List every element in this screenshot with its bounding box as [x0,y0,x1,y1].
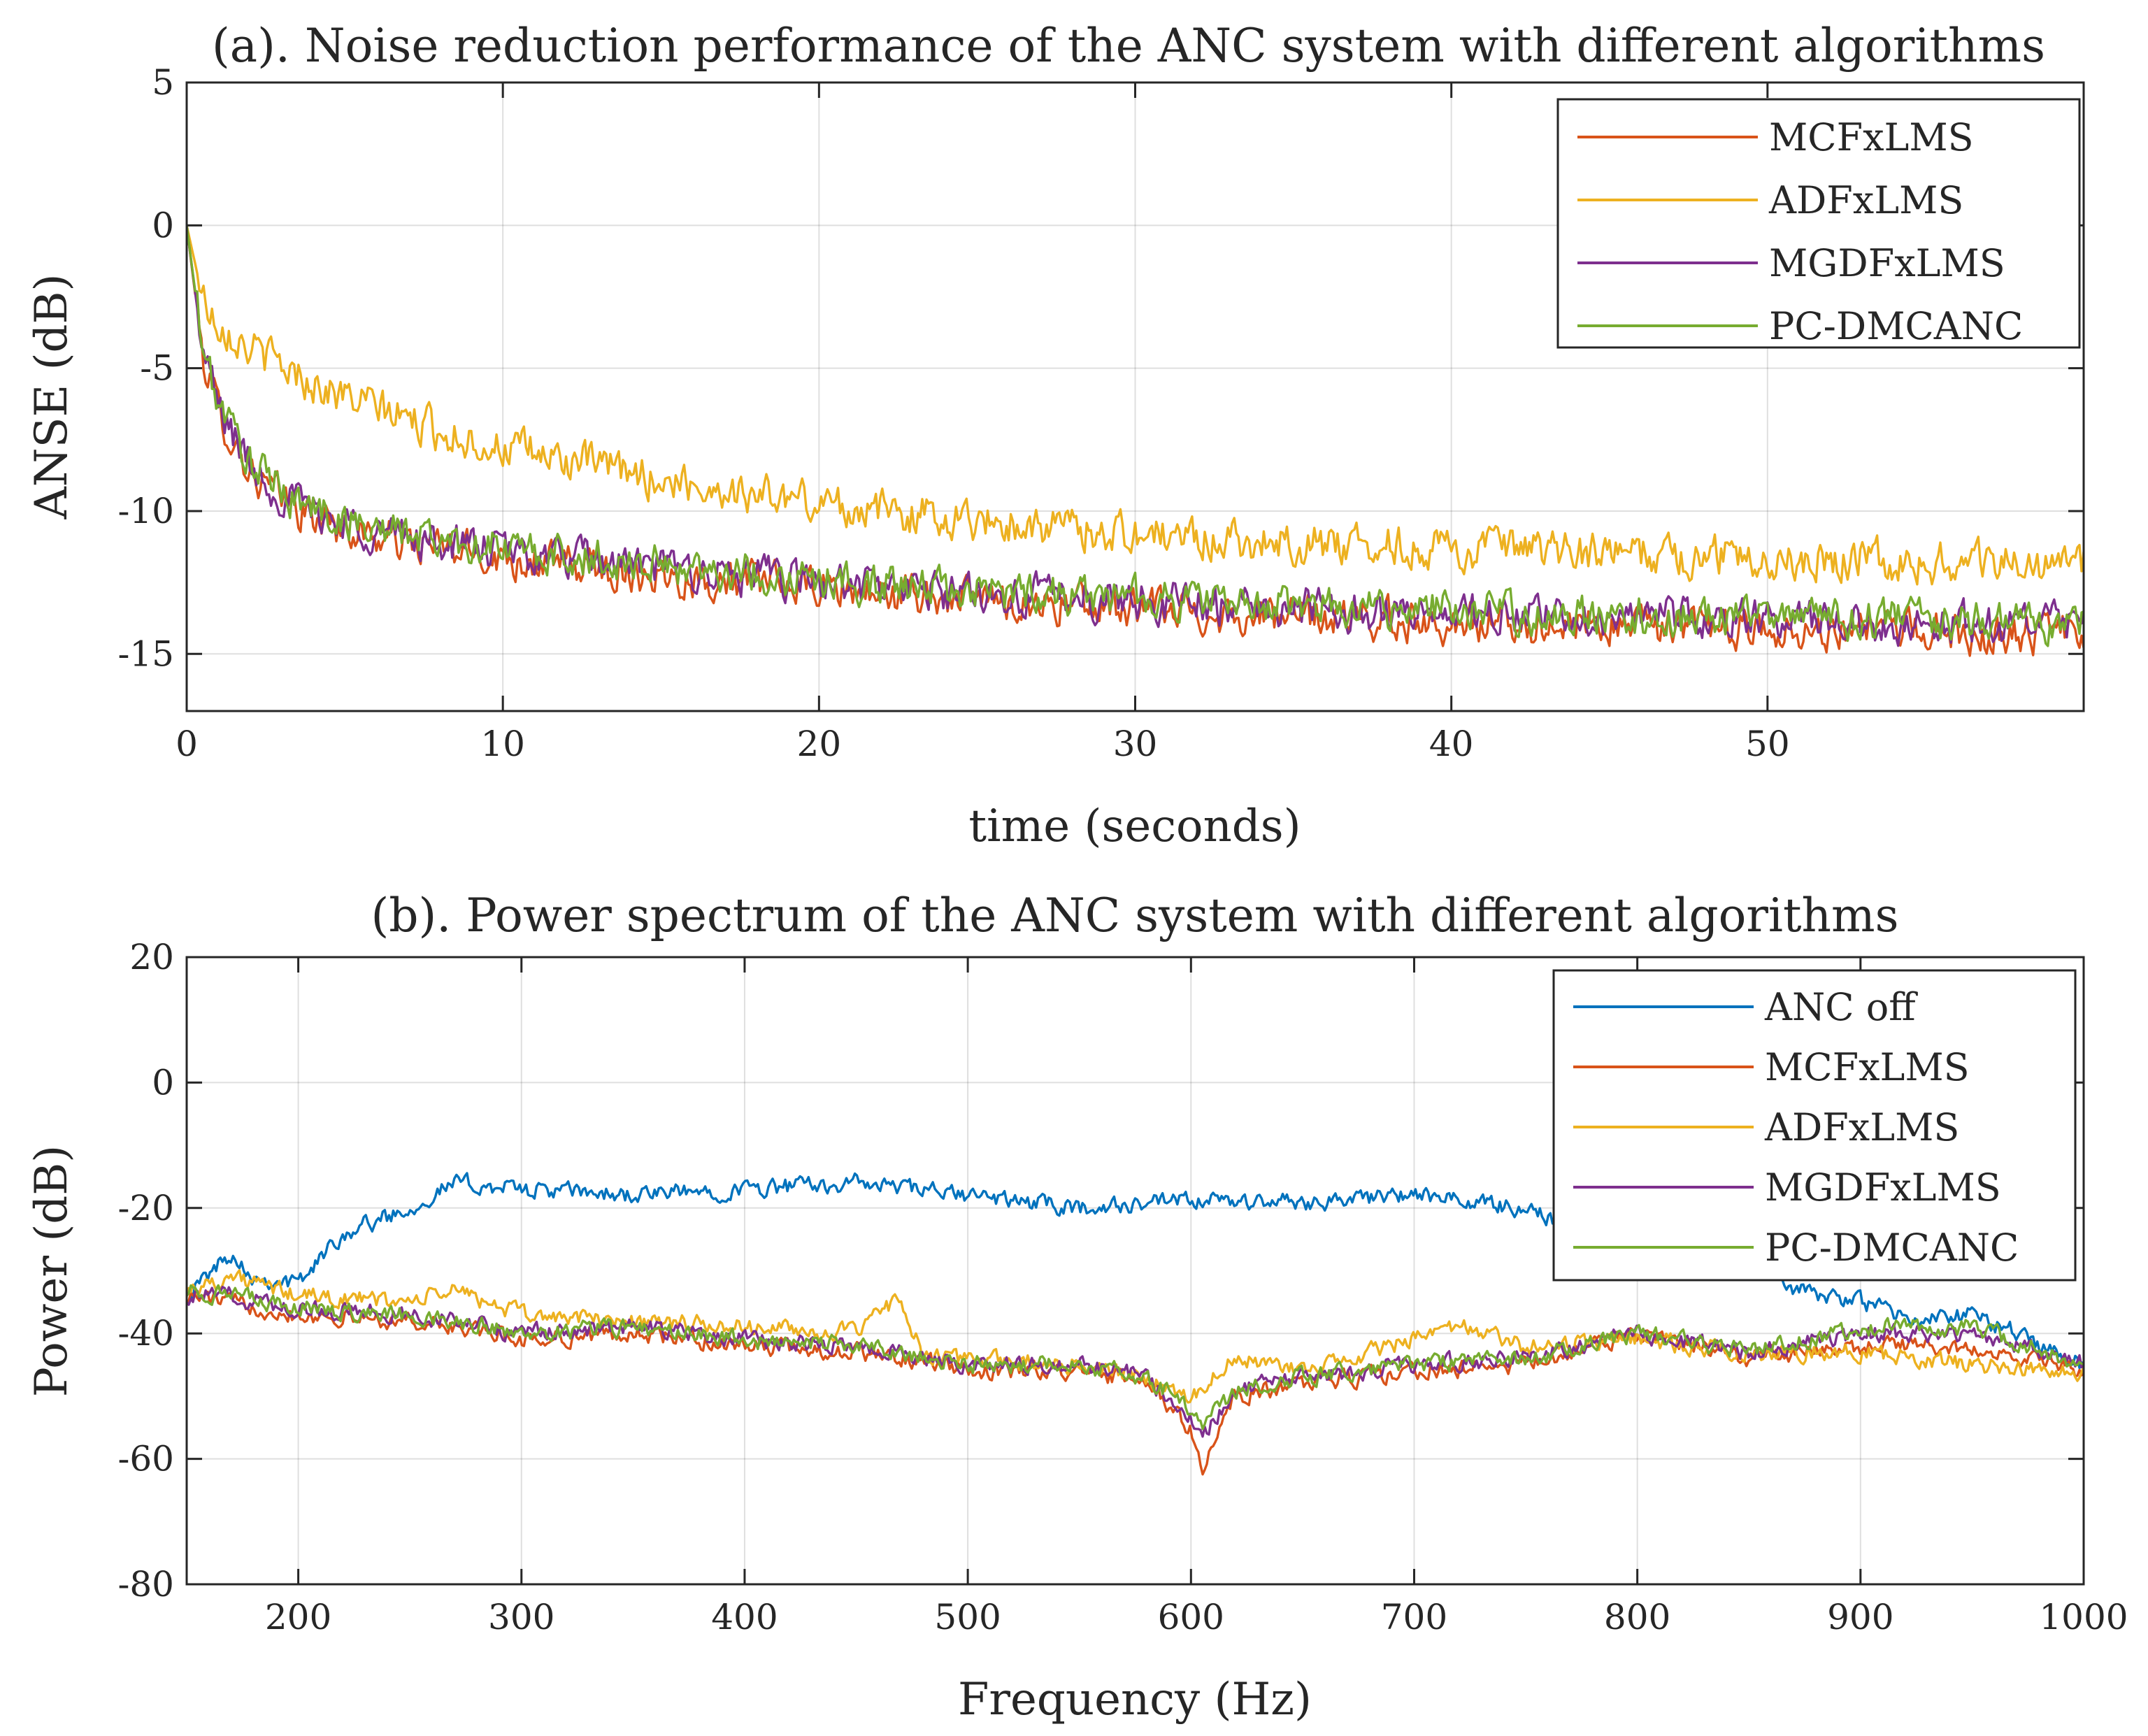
chart-b-legend-label: ADFxLMS [1764,1105,1959,1149]
chart-a-y-tick-label: -10 [117,491,174,531]
chart-b-y-axis-label: Power (dB) [26,1145,78,1398]
chart-a-series [187,224,2084,657]
chart-a-x-tick-label: 40 [1429,724,1474,764]
chart-a-title: (a). Noise reduction performance of the … [212,19,2045,73]
chart-panel-a: (a). Noise reduction performance of the … [26,19,2085,852]
chart-b-x-tick-label: 200 [265,1597,331,1637]
chart-b-legend-label: ANC off [1764,985,1918,1029]
chart-b-x-tick-labels: 200 300 400 500 600 700 800 900 1000 [265,1597,2128,1637]
chart-b-y-tick-label: 0 [152,1062,174,1103]
chart-b-y-tick-label: -20 [117,1188,174,1228]
chart-b-title: (b). Power spectrum of the ANC system wi… [371,889,1899,942]
chart-b-series-pc-dmcanc [187,1284,2084,1430]
chart-a-x-axis-label: time (seconds) [968,801,1301,852]
chart-b-legend-label: PC-DMCANC [1765,1226,2019,1270]
chart-b-x-tick-label: 800 [1604,1597,1670,1637]
chart-b-x-tick-label: 900 [1827,1597,1893,1637]
chart-b-x-tick-label: 1000 [2039,1597,2128,1637]
chart-a-y-tick-label: 5 [152,62,174,103]
chart-a-x-tick-label: 10 [480,724,525,764]
chart-b-y-tick-labels: 20 0 -20 -40 -60 -80 [117,937,174,1605]
chart-b-y-tick-label: 20 [129,937,174,977]
chart-b-legend-label: MGDFxLMS [1765,1165,2001,1210]
chart-a-y-axis-label: ANSE (dB) [26,273,78,519]
chart-b-legend-box [1552,969,2077,1282]
chart-a-series-adfxlms [187,224,2084,586]
chart-a-y-tick-labels: 5 0 -5 -10 -15 [117,62,174,674]
chart-a-tick-marks [185,81,2084,711]
chart-a-legend: MCFxLMS ADFxLMS MGDFxLMS PC-DMCANC [1556,98,2081,349]
chart-b-x-tick-label: 400 [711,1597,778,1637]
chart-a-legend-label: PC-DMCANC [1769,304,2023,348]
chart-a-legend-label: MGDFxLMS [1769,241,2005,285]
chart-a-x-tick-label: 0 [176,724,198,764]
chart-b-y-tick-label: -80 [117,1564,174,1605]
chart-b-legend-label: MCFxLMS [1765,1045,1970,1089]
chart-a-series-pc-dmcanc [187,225,2084,647]
chart-b-x-tick-label: 500 [934,1597,1001,1637]
chart-b-legend: ANC off MCFxLMS ADFxLMS MGDFxLMS PC-DMCANC [1552,969,2077,1282]
chart-b-x-tick-label: 700 [1381,1597,1447,1637]
chart-b-x-axis-label: Frequency (Hz) [958,1674,1312,1726]
chart-a-legend-label: ADFxLMS [1768,178,1963,222]
chart-b-tick-marks [187,956,2085,1586]
chart-b-x-tick-label: 600 [1158,1597,1224,1637]
chart-b-axes-box [185,956,2085,1586]
chart-b-series [187,1172,2084,1476]
chart-b-y-tick-label: -40 [117,1313,174,1354]
chart-a-legend-label: MCFxLMS [1769,115,1974,159]
chart-a-x-tick-label: 50 [1745,724,1790,764]
chart-b-x-tick-label: 300 [488,1597,554,1637]
chart-a-y-tick-label: -15 [117,633,174,674]
chart-a-x-tick-labels: 0 10 20 30 40 50 [176,724,1790,764]
chart-b-y-tick-label: -60 [117,1439,174,1479]
chart-a-legend-box [1556,98,2081,349]
chart-a-y-tick-label: 0 [152,205,174,245]
chart-a-y-tick-label: -5 [140,348,174,389]
chart-panel-b: (b). Power spectrum of the ANC system wi… [26,889,2128,1726]
chart-a-x-tick-label: 30 [1113,724,1158,764]
chart-a-x-tick-label: 20 [797,724,842,764]
